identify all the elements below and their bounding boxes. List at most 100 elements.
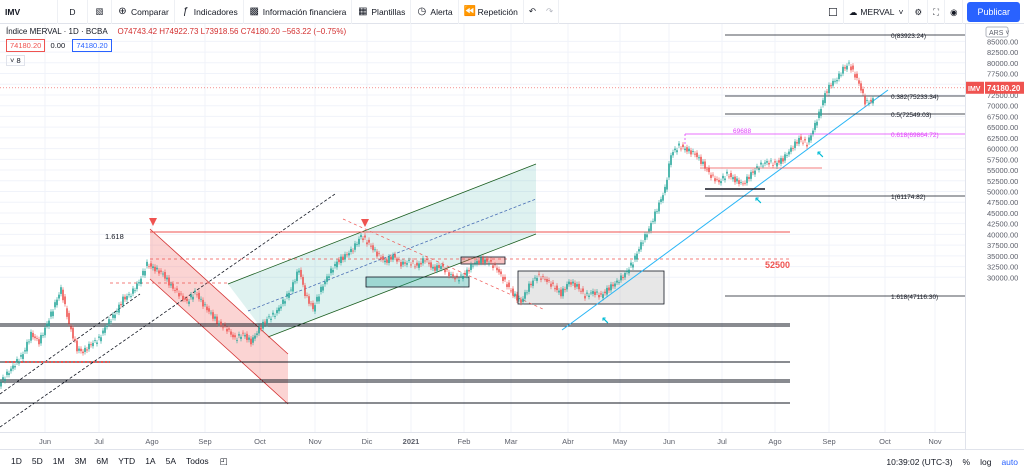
candle-body: [466, 269, 468, 276]
candle-body: [100, 337, 102, 342]
fib-level-label: 0.382(75233.34): [891, 94, 939, 101]
candle-body: [638, 249, 640, 252]
indicators-label: Indicadores: [193, 6, 238, 17]
sell-price[interactable]: 74180.20: [6, 39, 46, 52]
candle-body: [600, 293, 602, 295]
level-52500-label: 52500: [765, 260, 790, 270]
settings-button[interactable]: ⚙: [909, 0, 929, 24]
snapshot-button[interactable]: ◉: [945, 0, 964, 24]
clock-display[interactable]: 10:39:02 (UTC-3): [886, 456, 953, 467]
publish-button[interactable]: Publicar: [967, 2, 1020, 22]
spread-value: 0.00: [50, 41, 66, 50]
candle-body: [620, 275, 622, 281]
candle-body: [82, 351, 84, 354]
candle-body: [86, 349, 88, 351]
candle-body: [414, 266, 416, 268]
candle-body: [176, 288, 178, 291]
candle-body: [162, 273, 164, 275]
falling-channel-fill: [150, 229, 288, 404]
candle-body: [130, 295, 132, 297]
candle-body: [10, 368, 12, 372]
buy-price[interactable]: 74180.20: [72, 39, 112, 52]
replay-button[interactable]: ⏪ Repetición: [459, 0, 524, 24]
redo-icon: ↷: [545, 6, 554, 16]
chart-type-button[interactable]: ▧: [88, 0, 112, 24]
candle-body: [518, 298, 520, 300]
indicators-collapse[interactable]: ˅ 8: [6, 55, 25, 66]
symbol-search[interactable]: IMV: [0, 0, 58, 24]
price-axis[interactable]: 85000.0082500.0080000.0077500.0075000.00…: [965, 24, 1024, 449]
fullscreen-button[interactable]: ⛶: [928, 0, 946, 24]
candle-body: [416, 262, 418, 266]
candle-body: [258, 326, 260, 334]
candle-body: [4, 378, 6, 381]
undo-button[interactable]: ↶: [524, 0, 541, 24]
interval-button[interactable]: D: [58, 0, 88, 24]
candle-body: [770, 160, 772, 162]
auto-toggle[interactable]: auto: [1001, 456, 1018, 467]
candle-body: [596, 291, 598, 293]
financials-button[interactable]: ▩ Información financiera: [244, 0, 353, 24]
candle-body: [510, 290, 512, 292]
candle-body: [302, 277, 304, 285]
range-button[interactable]: 1M: [52, 456, 65, 466]
percent-toggle[interactable]: %: [962, 456, 971, 467]
candle-body: [872, 98, 874, 104]
log-toggle[interactable]: log: [980, 456, 992, 467]
candle-body: [588, 295, 590, 297]
price-chart[interactable]: 1.618 52500 0(83923.24) 0.382(75233.34) 0.5(…: [0, 24, 965, 449]
time-tick-label: Oct: [879, 437, 892, 446]
candle-body: [806, 144, 808, 147]
candle-body: [850, 66, 852, 71]
layout-select-button[interactable]: ☐: [823, 0, 844, 24]
candle-body: [528, 283, 530, 292]
candle-body: [0, 382, 2, 387]
layout-name-button[interactable]: ☁ MERVAL ˅: [844, 0, 910, 24]
time-axis[interactable]: Jun Jul Ago Sep Oct Nov Dic 2021 Feb Mar Abr May Jun…: [0, 432, 965, 449]
calendar-icon[interactable]: ◰: [219, 455, 228, 466]
candle-body: [634, 255, 636, 260]
candle-body: [710, 174, 712, 178]
range-button[interactable]: 3M: [74, 456, 87, 466]
candle-body: [580, 290, 582, 292]
alert-button[interactable]: ◷ Alerta: [411, 0, 459, 24]
candle-body: [534, 277, 536, 279]
bottom-right: 10:39:02 (UTC-3) % log auto: [886, 450, 1018, 472]
redo-button[interactable]: ↷: [541, 0, 560, 24]
range-button[interactable]: 6M: [96, 456, 109, 466]
candle-body: [148, 266, 150, 268]
range-button[interactable]: 5D: [31, 456, 43, 466]
range-button[interactable]: YTD: [118, 456, 136, 466]
candle-body: [864, 96, 866, 105]
symbol-price-tag: [966, 81, 984, 94]
candle-body: [568, 281, 570, 285]
replay-label: Repetición: [477, 6, 518, 17]
templates-button[interactable]: ▦ Plantillas: [352, 0, 412, 24]
candle-body: [578, 283, 580, 290]
candle-body: [496, 267, 498, 271]
candle-body: [540, 278, 542, 280]
candle-body: [648, 228, 650, 232]
candle-body: [484, 259, 486, 263]
range-button[interactable]: Todos: [186, 456, 209, 466]
candle-body: [406, 263, 408, 265]
rising-channel-fill: [228, 164, 536, 337]
candle-body: [422, 258, 424, 264]
candle-body: [794, 141, 796, 148]
candle-body: [164, 272, 166, 279]
candle-body: [676, 150, 678, 153]
range-button[interactable]: 1A: [145, 456, 156, 466]
candle-body: [80, 348, 82, 352]
legend-title: Índice MERVAL · 1D · BCBA: [6, 27, 108, 36]
candle-body: [380, 257, 382, 260]
toolbar-right: ☐ ☁ MERVAL ˅ ⚙ ⛶ ◉ Publicar: [823, 0, 1024, 24]
candle-body: [412, 260, 414, 262]
candle-body: [636, 253, 638, 260]
candle-body: [308, 296, 310, 304]
compare-button[interactable]: ⊕ Comparar: [112, 0, 175, 24]
indicators-button[interactable]: ƒ Indicadores: [175, 0, 244, 24]
range-button[interactable]: 5A: [165, 456, 176, 466]
candle-body: [54, 302, 56, 308]
range-button[interactable]: 1D: [11, 456, 22, 466]
candle-body: [602, 294, 604, 299]
